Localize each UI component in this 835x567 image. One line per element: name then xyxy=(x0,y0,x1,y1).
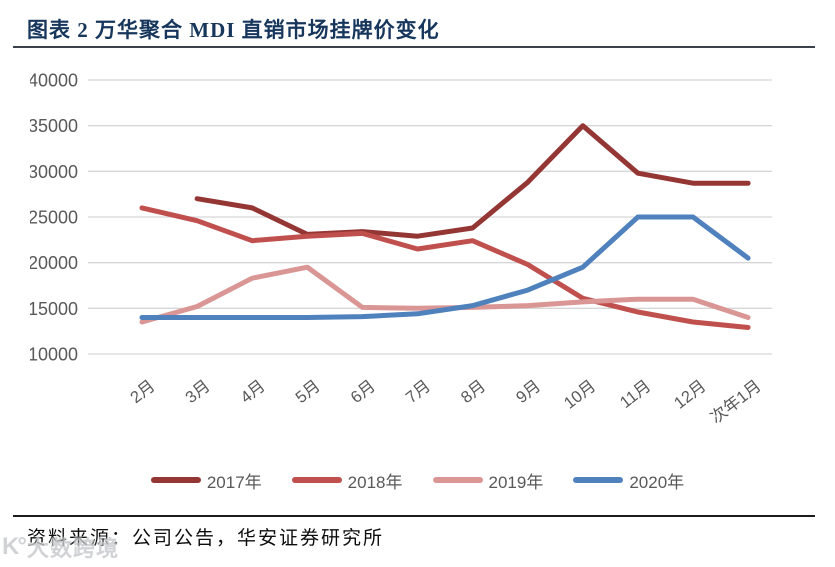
y-tick-label: 35000 xyxy=(30,116,78,136)
series-line-2017年 xyxy=(194,123,751,239)
x-tick-label: 11月 xyxy=(617,377,655,412)
watermark-logo-icon: K° xyxy=(2,533,27,560)
y-tick-label: 25000 xyxy=(30,208,78,228)
series-line-2020年 xyxy=(139,214,751,320)
y-tick-label: 30000 xyxy=(30,162,78,182)
x-tick-label: 2月 xyxy=(127,377,158,407)
legend-label: 2018年 xyxy=(347,472,403,492)
footer-rule xyxy=(13,515,815,517)
price-line-chart: 10000 15000 20000 25000 30000 35000 40000 2月 3月 4… xyxy=(28,71,772,427)
chart-title: 图表 2 万华聚合 MDI 直销市场挂牌价变化 xyxy=(27,18,440,42)
legend-label: 2017年 xyxy=(206,472,262,492)
legend-swatch xyxy=(291,477,342,483)
legend-item-2020年: 2020年 xyxy=(573,468,684,493)
series-line-2018年 xyxy=(139,205,751,330)
x-tick-label: 3月 xyxy=(182,377,213,407)
x-tick-label: 12月 xyxy=(671,377,710,413)
chart-area: 10000 15000 20000 25000 30000 35000 40000 2月 3月 4… xyxy=(28,58,815,460)
x-tick-label: 5月 xyxy=(292,377,323,407)
legend-swatch xyxy=(150,477,201,483)
source-note: 资料来源：公司公告，华安证券研究所 xyxy=(27,528,385,549)
x-tick-label: 8月 xyxy=(458,377,489,407)
x-tick-label: 9月 xyxy=(513,377,544,407)
legend-item-2018年: 2018年 xyxy=(291,468,403,493)
legend-label: 2019年 xyxy=(488,472,544,492)
y-axis-labels: 10000 15000 20000 25000 30000 35000 40000 xyxy=(28,71,78,365)
y-tick-label: 15000 xyxy=(30,299,78,319)
y-tick-label: 40000 xyxy=(30,71,78,91)
gridlines xyxy=(88,79,772,355)
y-tick-label: 20000 xyxy=(30,253,78,273)
x-tick-label: 4月 xyxy=(237,377,268,407)
legend-item-2017年: 2017年 xyxy=(150,468,262,493)
legend-swatch xyxy=(573,477,624,483)
x-tick-label: 10月 xyxy=(561,377,600,413)
legend-item-2019年: 2019年 xyxy=(432,468,544,493)
y-tick-label: 10000 xyxy=(30,345,78,365)
x-tick-label: 次年1月 xyxy=(707,376,765,427)
title-underline xyxy=(13,46,815,48)
x-tick-label: 7月 xyxy=(403,377,434,407)
x-tick-label: 6月 xyxy=(348,377,379,407)
legend-swatch xyxy=(432,477,483,483)
legend-label: 2020年 xyxy=(629,472,685,492)
chart-legend: 2017年 2018年 2019年 2020年 xyxy=(0,466,835,494)
